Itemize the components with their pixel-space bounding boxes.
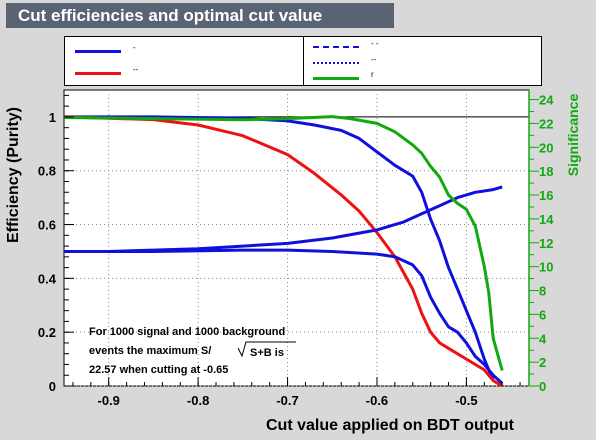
y2-tick-label: 16 [539, 188, 553, 203]
y-tick-label: 0 [49, 379, 56, 394]
legend-swatch [313, 77, 359, 80]
legend-divider [303, 37, 304, 85]
y2-tick-label: 6 [539, 307, 546, 322]
y-tick-label: 1 [49, 110, 56, 125]
y2-tick-label: 24 [539, 93, 554, 108]
plot-title: Cut efficiencies and optimal cut value [6, 3, 394, 28]
annotation-line-3: 22.57 when cutting at -0.65 [89, 364, 228, 376]
series-line-0 [64, 115, 495, 382]
legend-swatch [75, 50, 121, 53]
legend: - -- - - -- r [64, 36, 542, 86]
x-tick-label: -0.8 [187, 393, 209, 408]
sqrt-sign-icon [237, 341, 296, 358]
y2-tick-label: 14 [539, 212, 554, 227]
legend-swatch [313, 62, 359, 64]
legend-label: - [133, 43, 136, 52]
series-line-1 [63, 115, 503, 388]
series-line-2 [64, 185, 503, 253]
x-tick-label: -0.7 [276, 393, 298, 408]
y-tick-label: 0.6 [38, 218, 56, 233]
y2-tick-label: 20 [539, 140, 553, 155]
plot-frame [63, 89, 530, 387]
y2-tick-label: 0 [539, 379, 546, 394]
annotation-line-1: For 1000 signal and 1000 background [89, 326, 285, 338]
axes-layer: -0.9 -0.8 -0.7 -0.6 -0.500.20.40.60.81024681… [38, 90, 554, 408]
y2-tick-label: 4 [539, 331, 547, 346]
y-tick-label: 0.8 [38, 164, 56, 179]
y2-tick-label: 8 [539, 284, 546, 299]
y-tick-label: 0.4 [38, 271, 57, 286]
legend-swatch [75, 72, 121, 75]
y2-tick-label: 22 [539, 116, 553, 131]
legend-label: - - [371, 39, 379, 48]
y-tick-label: 0.2 [38, 325, 56, 340]
x-tick-label: -0.5 [455, 393, 477, 408]
x-tick-label: -0.6 [366, 393, 388, 408]
y2-tick-label: 12 [539, 236, 553, 251]
x-axis-label: Cut value applied on BDT output [266, 417, 515, 434]
annotation-line-2a: events the maximum S/ [89, 345, 211, 357]
legend-label: -- [371, 55, 377, 64]
annotation-line-2b: S+B is [250, 347, 284, 359]
y2-tick-label: 2 [539, 355, 546, 370]
legend-swatch [313, 46, 359, 48]
series-layer [63, 115, 504, 388]
y2-tick-label: 18 [539, 164, 553, 179]
series-line-4 [63, 115, 504, 371]
legend-label: r [371, 70, 374, 79]
x-tick-label: -0.9 [98, 393, 120, 408]
y-axis-label: Efficiency (Purity) [5, 107, 22, 243]
y2-axis-label: Significance [565, 94, 581, 177]
y2-tick-label: 10 [539, 260, 553, 275]
series-line-3 [64, 248, 504, 385]
legend-label: -- [133, 65, 139, 74]
